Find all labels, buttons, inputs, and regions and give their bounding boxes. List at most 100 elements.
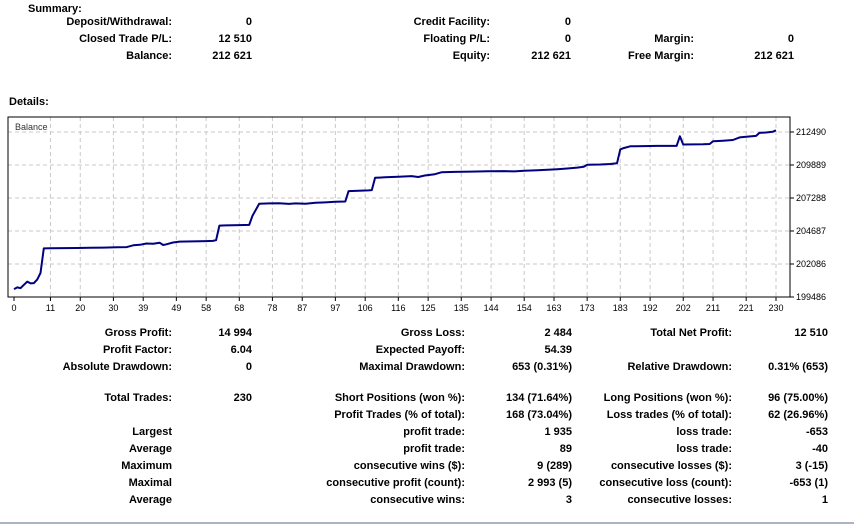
x-axis-label: 192 bbox=[643, 303, 658, 312]
details-row: Maximum consecutive wins ($): 9 (289) conse… bbox=[0, 458, 828, 475]
stat-label: Gross Profit: bbox=[104, 327, 172, 339]
stat-label: Total Trades: bbox=[104, 392, 172, 404]
x-axis-label: 39 bbox=[138, 303, 148, 312]
stat-value: 212 621 bbox=[531, 50, 571, 62]
y-axis-label: 202086 bbox=[796, 259, 826, 269]
stat-value: 14 994 bbox=[218, 327, 252, 339]
stat-value: 134 (71.64%) bbox=[505, 392, 572, 404]
stat-value: 6.04 bbox=[230, 344, 252, 356]
x-axis-label: 68 bbox=[234, 303, 244, 312]
stat-label: consecutive loss (count): bbox=[599, 477, 732, 489]
y-axis-label: 204687 bbox=[796, 226, 826, 236]
stat-label: Loss trades (% of total): bbox=[606, 409, 732, 421]
x-axis-label: 230 bbox=[768, 303, 783, 312]
stat-label: consecutive wins ($): bbox=[353, 460, 465, 472]
stat-label: Average bbox=[128, 494, 172, 506]
x-axis-label: 0 bbox=[11, 303, 16, 312]
stat-value: 2 993 (5) bbox=[527, 477, 572, 489]
x-axis-label: 30 bbox=[108, 303, 118, 312]
y-axis-label: 207288 bbox=[796, 193, 826, 203]
stat-value bbox=[172, 424, 252, 441]
x-axis-label: 97 bbox=[330, 303, 340, 312]
stat-label: consecutive wins: bbox=[370, 494, 465, 506]
details-row: Maximal consecutive profit (count): 2 993 … bbox=[0, 475, 828, 492]
stat-label: Equity: bbox=[452, 50, 490, 62]
stat-label: Margin: bbox=[654, 33, 694, 45]
y-axis-label: 212490 bbox=[796, 127, 826, 137]
stat-label: Balance: bbox=[126, 50, 172, 62]
stat-value: 230 bbox=[233, 392, 252, 404]
stat-value: 0 bbox=[564, 16, 571, 28]
stat-label: Average bbox=[128, 443, 172, 455]
details-table: Gross Profit: 14 994 Gross Loss: 2 484 Total… bbox=[0, 325, 828, 509]
stat-value bbox=[172, 407, 252, 424]
stat-value: 0 bbox=[245, 361, 252, 373]
stat-value: 0 bbox=[787, 33, 794, 45]
stat-label: Profit Trades (% of total): bbox=[334, 409, 465, 421]
balance-chart-svg: 199486 202086 204687 207288 209889 212490 0 11 2… bbox=[7, 116, 826, 313]
details-row: Gross Profit: 14 994 Gross Loss: 2 484 Total… bbox=[0, 325, 828, 342]
summary-row: Balance: 212 621 Equity: 212 621 Free Margin… bbox=[0, 48, 794, 65]
balance-chart: 199486 202086 204687 207288 209889 212490 0 11 2… bbox=[0, 110, 854, 313]
x-axis-label: 20 bbox=[75, 303, 85, 312]
summary-row: Deposit/Withdrawal: 0 Credit Facility: 0 bbox=[0, 14, 794, 31]
x-axis-label: 211 bbox=[706, 303, 720, 312]
stat-value: 1 bbox=[821, 494, 828, 506]
x-axis-label: 49 bbox=[171, 303, 181, 312]
stat-value: -40 bbox=[812, 443, 828, 455]
stat-value bbox=[172, 492, 252, 509]
stat-label: Maximal Drawdown: bbox=[359, 361, 465, 373]
stat-value: 0 bbox=[245, 16, 252, 28]
x-axis-label: 173 bbox=[580, 303, 595, 312]
x-axis-label: 116 bbox=[391, 303, 405, 312]
stat-value: 212 621 bbox=[754, 50, 794, 62]
x-axis-label: 58 bbox=[201, 303, 211, 312]
details-section-title: Details: bbox=[9, 96, 49, 108]
stat-value: 12 510 bbox=[218, 33, 252, 45]
details-row: Largest profit trade: 1 935 loss trade: -653 bbox=[0, 424, 828, 441]
stat-value: 1 935 bbox=[544, 426, 572, 438]
y-axis-label: 209889 bbox=[796, 160, 826, 170]
stat-label: loss trade: bbox=[676, 426, 732, 438]
stat-value bbox=[172, 458, 252, 475]
stat-value: 12 510 bbox=[794, 327, 828, 339]
x-axis-label: 183 bbox=[613, 303, 628, 312]
stat-label bbox=[571, 14, 694, 31]
stat-value: 62 (26.96%) bbox=[768, 409, 828, 421]
x-axis-label: 78 bbox=[267, 303, 277, 312]
stat-label bbox=[0, 407, 172, 424]
stat-label: consecutive profit (count): bbox=[326, 477, 465, 489]
stat-value bbox=[172, 441, 252, 458]
y-axis-label: 199486 bbox=[796, 292, 826, 302]
stat-label: Gross Loss: bbox=[400, 327, 465, 339]
stat-value bbox=[732, 342, 828, 359]
stat-value: -653 (1) bbox=[789, 477, 828, 489]
details-row: Absolute Drawdown: 0 Maximal Drawdown: 653 … bbox=[0, 359, 828, 376]
stat-label: Maximal bbox=[128, 477, 172, 489]
stat-value bbox=[172, 475, 252, 492]
stat-label bbox=[572, 342, 732, 359]
stat-label: Total Net Profit: bbox=[650, 327, 732, 339]
x-axis-label: 144 bbox=[484, 303, 499, 312]
x-axis-label: 135 bbox=[454, 303, 469, 312]
stat-value: 0.31% (653) bbox=[768, 361, 828, 373]
details-row: Profit Trades (% of total): 168 (73.04%) L… bbox=[0, 407, 828, 424]
stat-label: consecutive losses ($): bbox=[610, 460, 732, 472]
stat-label: Free Margin: bbox=[627, 50, 694, 62]
summary-section-title: Summary: bbox=[28, 3, 82, 15]
stat-label: loss trade: bbox=[676, 443, 732, 455]
details-row: Profit Factor: 6.04 Expected Payoff: 54.39 bbox=[0, 342, 828, 359]
stat-label: profit trade: bbox=[403, 426, 465, 438]
x-axis-label: 202 bbox=[676, 303, 691, 312]
chart-series-label: Balance bbox=[15, 122, 48, 132]
x-axis-label: 154 bbox=[517, 303, 532, 312]
summary-table: Deposit/Withdrawal: 0 Credit Facility: 0 Clo… bbox=[0, 14, 794, 65]
stat-label: profit trade: bbox=[403, 443, 465, 455]
section-divider bbox=[0, 522, 854, 524]
stat-label: Profit Factor: bbox=[102, 344, 172, 356]
stat-label: Maximum bbox=[121, 460, 172, 472]
stat-label: Long Positions (won %): bbox=[603, 392, 732, 404]
stat-label: Floating P/L: bbox=[423, 33, 490, 45]
x-axis-label: 106 bbox=[358, 303, 373, 312]
stat-value: 3 (-15) bbox=[795, 460, 828, 472]
